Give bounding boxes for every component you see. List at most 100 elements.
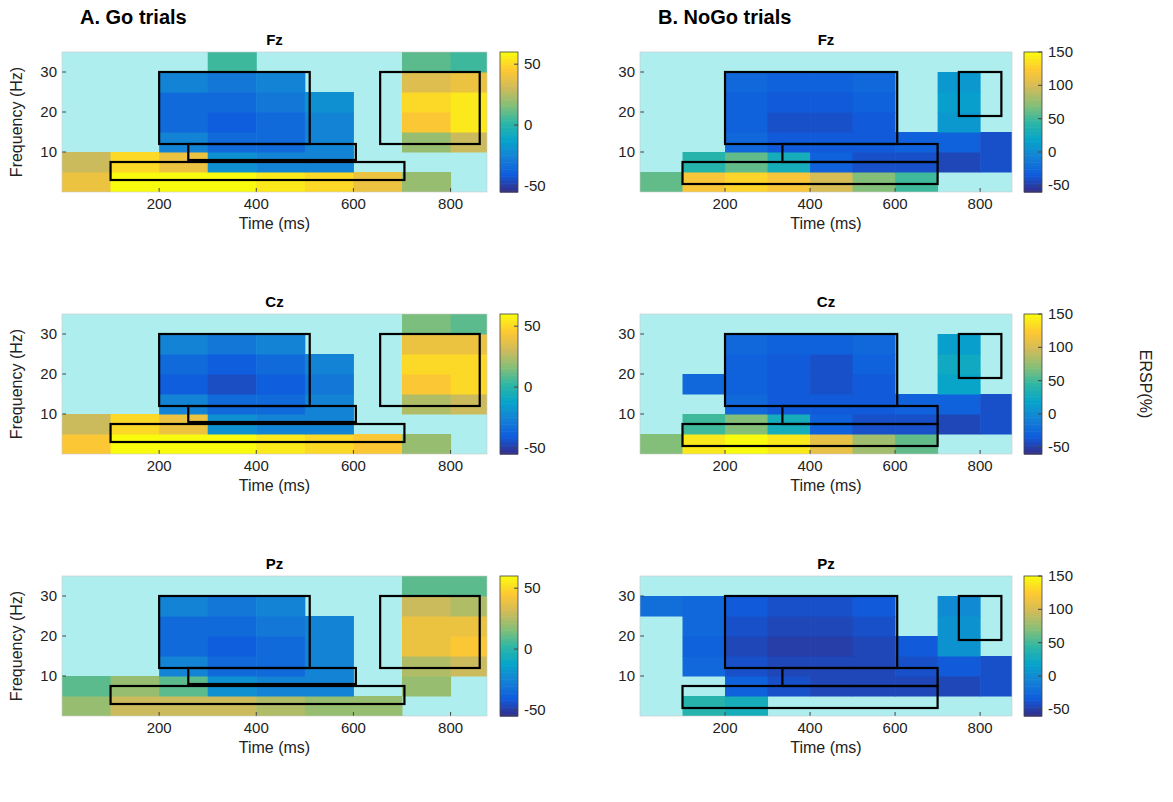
heatmap-cell [62,676,111,697]
panel: B. NoGo trialsFz200400600800102030Time (… [618,6,1073,232]
heatmap-cell [62,696,111,716]
roi-box [380,334,480,406]
heatmap-cell [159,434,208,454]
colorbar-tick-label: -50 [524,177,546,194]
heatmap-cell [853,172,896,192]
heatmap-cell [725,616,768,637]
colorbar-tick [1038,380,1042,381]
plot-title: Pz [266,555,284,572]
plot-area [640,52,1012,192]
heatmap-cell [725,636,768,657]
heatmap-cell [305,112,354,133]
colorbar-tick-label: 50 [1048,372,1065,389]
colorbar-tick [514,125,518,126]
heatmap-cell [159,696,208,716]
roi-box [188,406,356,422]
heatmap-cell [208,636,257,657]
heatmap-cell [402,636,451,657]
x-tick-label: 800 [438,457,463,474]
heatmap-cell [256,72,305,93]
heatmap-cell [938,152,981,173]
x-tick-label: 400 [244,195,269,212]
roi-box [380,72,480,144]
colorbar-tick [1038,185,1042,186]
heatmap-cell [768,394,811,415]
y-tick [640,334,644,335]
y-tick [62,596,66,597]
colorbar-tick [514,709,518,710]
y-tick-label: 30 [40,63,57,80]
heatmap-cell [159,656,208,677]
x-tick-label: 800 [968,719,993,736]
x-tick-label: 800 [968,195,993,212]
heatmap-cell [159,636,208,657]
y-tick-label: 10 [40,405,57,422]
heatmap-cell [208,172,257,192]
heatmap-cell [768,434,811,454]
colorbar-title: ERSP(%) [1137,350,1154,418]
heatmap-cell [62,152,111,173]
heatmap-cell [208,92,257,113]
heatmap-cell [853,434,896,454]
y-tick [640,414,644,415]
heatmap-cell [402,314,451,335]
roi-box [782,668,937,686]
heatmap-cell [451,616,487,637]
y-tick-label: 20 [40,103,57,120]
heatmap-cell [895,636,938,657]
heatmap-cell [402,52,451,73]
colorbar-frame [500,52,518,192]
heatmap-cell [451,334,487,355]
x-tick-label: 600 [883,195,908,212]
x-tick-label: 400 [798,195,823,212]
heatmap-cell [725,696,768,716]
heatmap-cell [159,394,208,415]
x-tick-label: 600 [341,195,366,212]
heatmap-cell [451,596,487,617]
heatmap-cell [305,132,354,153]
heatmap-cell [159,374,208,395]
y-tick-label: 10 [618,143,635,160]
x-tick [725,188,726,192]
x-tick [450,450,451,454]
heatmap-cell [159,112,208,133]
heatmap-cell [402,354,451,375]
heatmap-cell [159,596,208,617]
heatmap-cell [402,172,451,192]
colorbar-tick-label: 50 [1048,634,1065,651]
plot-frame [640,314,1012,454]
colorbar-frame [1024,52,1042,192]
heatmap-cell [683,434,726,454]
roi-box [683,686,938,708]
y-axis-title: Frequency (Hz) [8,591,25,701]
heatmap-cell [208,52,257,73]
heatmap-cell [402,596,451,617]
heatmap-cell [208,616,257,637]
heatmap-cell [725,72,768,93]
roi-box [683,162,938,184]
x-axis-title: Time (ms) [239,739,310,756]
heatmap-cell [810,354,853,375]
colorbar-tick [1038,314,1042,315]
roi-box [725,596,897,668]
panel-title: B. NoGo trials [658,6,791,28]
roi-box [959,596,1002,640]
heatmap-cell [768,72,811,93]
heatmap-cell [640,596,683,617]
heatmap-cell [768,112,811,133]
x-tick-label: 800 [968,457,993,474]
heatmap-cell [305,374,354,395]
heatmap-cell [768,636,811,657]
heatmap-cell [980,676,1012,697]
x-tick-label: 400 [244,719,269,736]
x-axis-title: Time (ms) [239,215,310,232]
colorbar-frame [500,576,518,716]
colorbar-tick [1038,642,1042,643]
heatmap-cell [725,112,768,133]
heatmap-cell [853,354,896,375]
colorbar-tick-label: 100 [1048,338,1073,355]
heatmap-cell [256,112,305,133]
plot-frame [640,52,1012,192]
x-tick-label: 200 [713,719,738,736]
heatmap-cell [402,656,451,677]
